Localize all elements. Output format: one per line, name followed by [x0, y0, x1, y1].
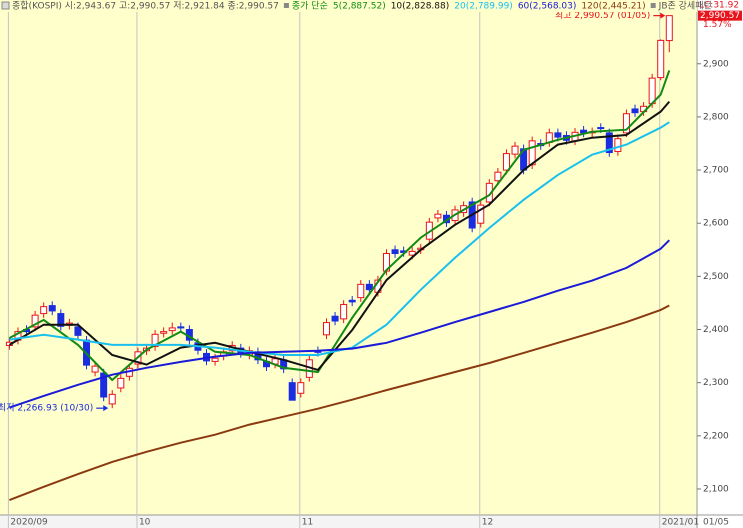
candle-body	[160, 331, 168, 334]
y-tick-label: 2,200	[703, 431, 729, 441]
candle-body	[168, 327, 176, 332]
right-axis-background	[697, 0, 743, 528]
candle-body	[502, 153, 510, 171]
candle-body	[100, 372, 108, 398]
legend-extra: JB존 강세패턴	[658, 1, 712, 12]
ma-line	[9, 304, 670, 502]
legend-entry: 120(2,445.21)	[581, 2, 645, 12]
legend-entry: 10(2,828.88)	[391, 2, 450, 12]
candle-body	[614, 138, 622, 152]
candle-body	[91, 365, 99, 373]
y-tick-label: 2,900	[703, 59, 729, 69]
ma-line	[8, 100, 671, 372]
bottom-axis-background	[0, 515, 697, 528]
legend-bullet	[650, 3, 656, 8]
candle-body	[40, 306, 48, 315]
candle-body	[348, 299, 356, 303]
candle-body	[477, 204, 485, 224]
candle-body	[340, 304, 348, 320]
candle-body	[74, 326, 82, 336]
annotation-arrowhead	[103, 405, 109, 412]
last-price-box	[698, 10, 742, 21]
candle-body	[57, 313, 65, 327]
candle-body	[605, 132, 613, 154]
y-tick-label: 2,700	[703, 166, 729, 176]
candle-body	[117, 377, 125, 389]
ma-line	[9, 239, 671, 409]
y-tick-label: 2,800	[703, 112, 729, 122]
candle-body	[48, 305, 56, 312]
candle-body	[597, 127, 605, 130]
x-tick-label: 12	[482, 518, 493, 528]
header-text: 종합(KOSPI) 시:2,943.67 고:2,990.57 저:2,921.…	[12, 1, 279, 12]
header-background	[0, 0, 697, 12]
candle-body	[331, 315, 339, 322]
x-tick-label: 2021/01	[662, 518, 699, 528]
y-tick-label: 2,100	[703, 484, 729, 494]
last-price-label: 2,990.57	[700, 11, 740, 21]
x-tick-label: 11	[302, 518, 313, 528]
lc-label: LC:31.92	[699, 1, 739, 11]
x-tick-label: 10	[139, 518, 151, 528]
legend-entry: 60(2,568.03)	[518, 2, 577, 12]
candle-body	[151, 333, 159, 348]
candle-body	[434, 213, 442, 219]
legend-entry: 5(2,887.52)	[333, 2, 386, 12]
y-tick-label: 2,500	[703, 272, 729, 282]
candle-body	[211, 357, 219, 362]
annotation-text: 최고 2,990.57 (01/05)	[555, 10, 650, 21]
last-date-label: 01/05	[703, 518, 729, 528]
candle-body	[631, 108, 639, 114]
candle-body	[177, 326, 185, 329]
y-tick-label: 2,300	[703, 378, 729, 388]
candle-body	[288, 382, 296, 401]
candle-body	[657, 39, 665, 79]
candle-body	[494, 171, 502, 182]
annotation-text: 최저 2,266.93 (10/30)	[0, 403, 93, 414]
candle-body	[365, 283, 373, 291]
y-tick-label: 2,600	[703, 219, 729, 229]
candle-body	[554, 132, 562, 138]
annotation-arrowhead	[660, 12, 666, 19]
x-tick-label: 2020/09	[10, 518, 48, 528]
legend-prefix: 종가 단순	[292, 1, 328, 12]
candle-body	[322, 322, 330, 336]
ma-line	[8, 70, 671, 382]
plot-background	[0, 0, 697, 515]
candle-body	[297, 382, 305, 394]
y-tick-label: 2,400	[703, 325, 729, 335]
legend-bullet	[283, 3, 289, 8]
legend-entry: 20(2,789.99)	[454, 2, 513, 12]
header-icon	[1, 1, 10, 10]
change-label: 1.57%	[703, 20, 732, 30]
candle-body	[622, 113, 630, 134]
candle-body	[357, 283, 365, 299]
candle-body	[408, 250, 416, 256]
candle-body	[108, 393, 116, 405]
candle-body	[665, 15, 673, 42]
candle-body	[31, 314, 39, 328]
candle-body	[511, 145, 519, 155]
candle-body	[391, 249, 399, 255]
